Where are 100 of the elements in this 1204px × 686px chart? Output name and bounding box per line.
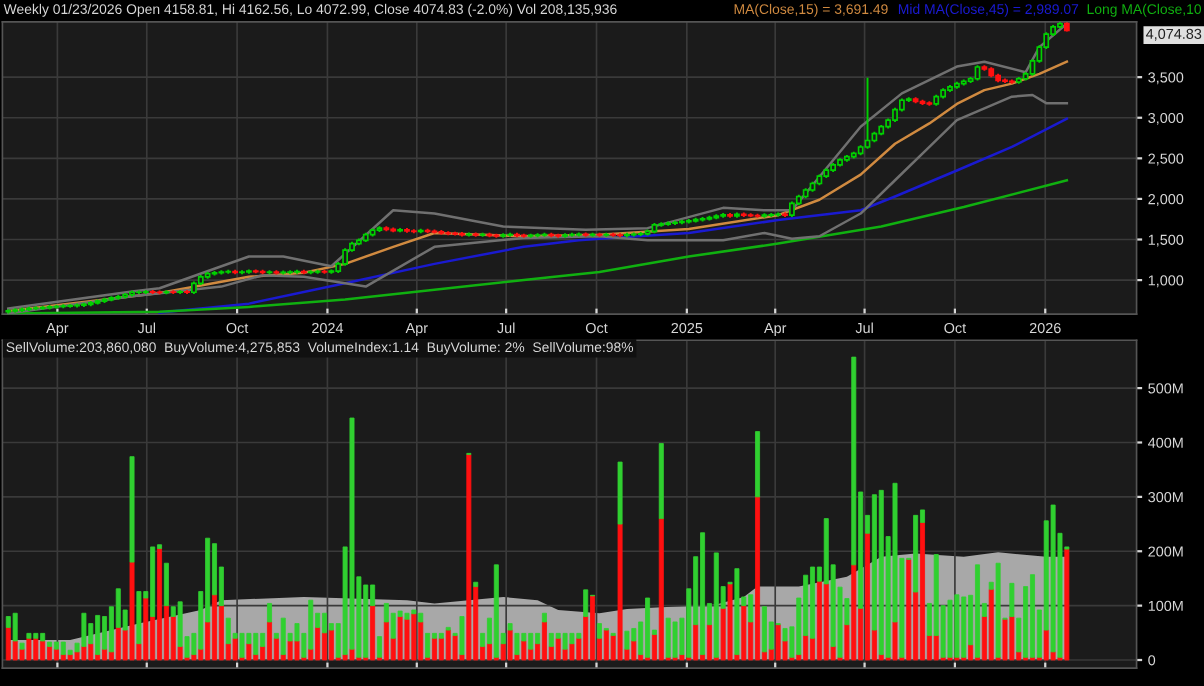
bar [349,417,355,650]
bar [590,595,596,661]
bar [624,630,630,650]
bar [988,588,994,661]
bar [679,654,685,661]
bar [535,632,541,645]
bar [693,624,699,661]
bar [1050,504,1056,653]
bar [438,632,444,639]
bar [700,532,706,655]
bar [583,589,589,617]
bar [514,632,520,655]
bar [961,596,967,658]
bar [507,629,513,661]
bar [1009,616,1015,661]
bar [645,597,651,658]
bar [741,605,747,661]
bar [947,599,953,658]
bar [555,637,561,661]
bar [47,641,53,647]
bar [26,632,32,639]
bar [60,641,66,655]
bar [67,649,73,655]
bar [672,621,678,658]
bar [280,617,286,655]
bar [267,603,272,623]
bar [596,623,602,639]
bar [906,558,912,661]
bar [755,431,761,498]
bar [576,632,582,639]
bar [322,632,327,661]
bar [452,635,458,661]
bar [658,518,664,661]
bar [328,629,334,661]
bar [706,624,712,661]
bar [569,643,575,661]
bar [102,648,108,661]
bar [397,616,403,661]
bar [53,641,59,650]
bar [562,632,568,650]
bar [748,594,754,623]
bar [445,629,451,661]
bar [631,640,637,661]
bar [761,606,767,653]
bar [521,640,527,661]
bar [603,629,609,661]
bar [267,621,272,661]
bar [617,461,623,525]
bar [1009,582,1015,617]
bar [12,612,18,642]
bar [892,621,898,661]
bar [95,615,101,655]
bar [727,583,733,661]
bar [294,640,300,661]
bar [315,626,321,661]
bar [975,564,980,658]
bar [129,561,135,661]
bar [507,623,513,631]
bar [287,640,293,661]
bar [493,564,499,658]
bar [363,584,369,658]
bar [734,568,740,655]
bar [239,632,245,658]
bar [253,632,259,655]
bar [19,642,25,650]
bar [968,644,974,661]
bar [322,612,327,634]
bar [232,637,238,661]
line-series [158,117,1069,314]
bar [191,654,197,661]
bar [129,456,135,563]
bar [541,612,547,623]
bar [260,632,266,647]
bar [163,562,169,607]
bar [377,636,382,658]
bar [370,605,376,661]
bar [88,643,94,661]
bar [528,632,534,650]
bar [541,621,547,661]
bar [33,632,39,639]
bar [1030,574,1035,658]
bar [878,489,884,655]
bar [115,626,121,661]
bar [212,594,217,661]
candlestick [864,77,871,149]
bar [5,626,11,661]
bar [308,599,314,650]
bar [431,637,437,661]
bar [933,635,939,661]
bar [150,546,156,617]
bar [383,621,389,661]
bar [411,613,417,661]
bar [225,617,231,645]
bar [569,632,575,645]
bar [803,635,809,661]
bar [342,654,348,661]
bar [47,645,53,661]
bar [851,564,857,661]
bar [404,612,410,620]
bar [954,594,960,658]
